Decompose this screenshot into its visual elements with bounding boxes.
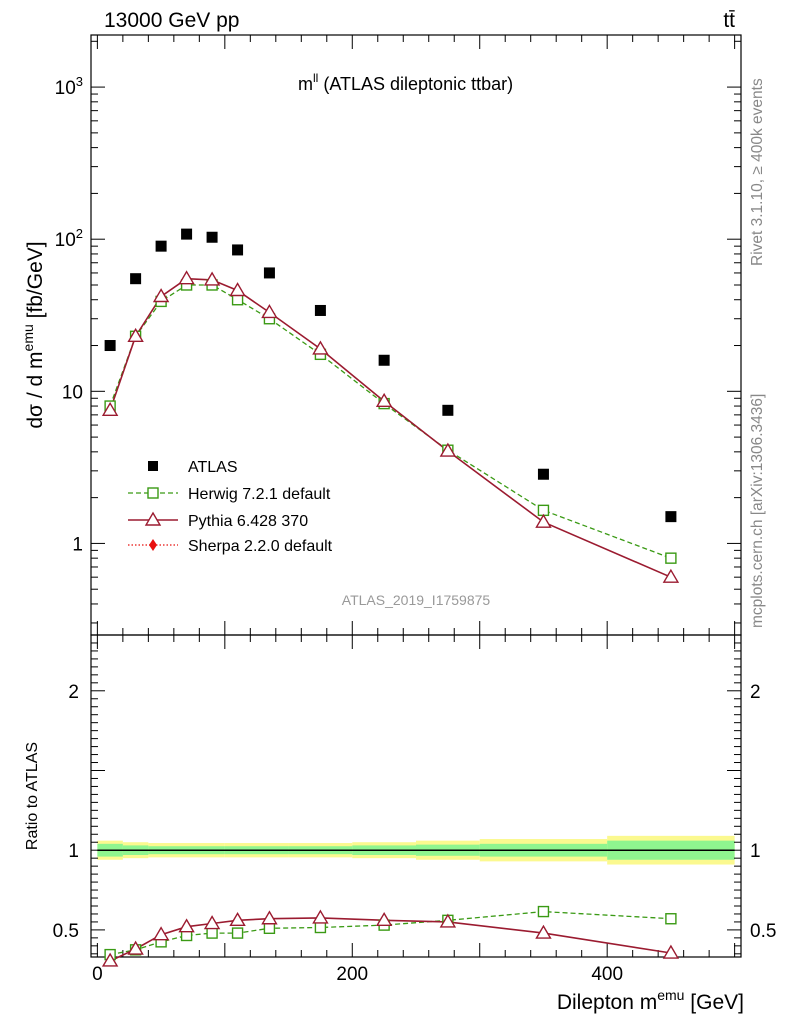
x-tick-label: 400 [591,964,623,985]
ratio-herwig-point [231,927,244,939]
ratio-pythia-point [229,911,246,927]
main-pythia-point [662,568,680,583]
main-y-tick-label: 102 [55,226,83,251]
main-atlas-point [665,511,677,523]
ratio-herwig-point [263,922,276,935]
ratio-pythia-point [662,944,680,959]
legend-atlas-marker [148,461,158,471]
x-tick-label: 200 [336,964,368,985]
ratio-pythia-point [261,910,278,925]
ratio-series-group [101,905,680,967]
main-atlas-point [206,231,218,243]
header-energy-label: 13000 GeV pp [104,9,239,32]
main-atlas-point [263,267,275,279]
main-pythia-point [375,392,393,407]
main-y-tick-label: 1 [72,534,83,555]
ratio-y-tick-label: 0.5 [53,921,79,942]
main-pythia-point [203,271,221,286]
legend-entry-atlas: ATLAS [148,459,238,476]
legend-entry-sherpa: Sherpa 2.2.0 default [128,538,333,555]
ratio-pythia-point [535,924,552,939]
main-pythia-point [152,288,170,303]
ratio-pythia-point [178,918,195,933]
main-pythia-point [101,401,119,417]
ratio-pythia-point [203,915,221,930]
main-pythia-point [261,304,278,319]
main-atlas-point [104,340,116,352]
ratio-y-tick-label: 1 [68,841,79,862]
legend-herwig-marker [147,487,159,499]
legend-atlas-label: ATLAS [188,459,238,476]
main-atlas-point [181,228,193,240]
ratio-pythia-point [439,913,457,928]
main-herwig-point [231,294,244,306]
main-atlas-point [442,404,454,416]
legend-herwig-label: Herwig 7.2.1 default [188,486,331,503]
ratio-y-tick-label-right: 1 [750,841,761,862]
main-pythia-point [312,340,329,355]
analysis-id-label: ATLAS_2019_I1759875 [342,592,491,608]
ratio-y-tick-label-right: 2 [750,682,761,703]
main-series-herwig-line [109,284,672,559]
x-axis-label: Dilepton memu [GeV] [557,987,744,1014]
x-tick-label: 0 [92,964,103,985]
main-y-tick-label: 10 [62,382,83,403]
ratio-y-axis-label: Ratio to ATLAS [24,742,41,850]
ratio-uncertainty-bands [97,835,735,865]
ratio-pythia-point [375,911,393,927]
ratio-y-tick-label-right: 0.5 [750,921,776,942]
axis-ticks: 1 10 102 103 0 200 400 0.5 0.5 1 1 2 2 [53,35,776,985]
ratio-herwig-point [665,913,677,925]
ratio-herwig-point [314,921,327,934]
plot-title: mll (ATLAS dileptonic ttbar) [298,71,513,94]
main-y-tick-label: 103 [55,74,83,99]
main-atlas-point [130,273,142,285]
main-atlas-point [155,240,167,252]
legend: ATLAS Herwig 7.2.1 default Pythia 6.428 … [128,459,333,555]
ratio-pythia-point [312,909,329,924]
ratio-pythia-point [101,952,119,967]
legend-entry-pythia: Pythia 6.428 370 [128,511,308,530]
header-process-label: tt̄ [723,9,735,32]
ratio-pythia-point [152,926,170,941]
main-pythia-point [535,513,552,528]
legend-pythia-marker [144,511,162,526]
legend-sherpa-label: Sherpa 2.2.0 default [188,538,333,555]
rivet-version-label: Rivet 3.1.10, ≥ 400k events [749,78,766,266]
main-atlas-point [378,354,390,366]
main-y-axis-label: dσ / d memu [fb/GeV] [20,241,47,428]
main-series-pythia-line [109,277,672,578]
ratio-pythia-point [127,940,144,955]
main-series-group [101,228,680,583]
legend-pythia-label: Pythia 6.428 370 [188,513,308,530]
main-herwig-point [665,552,677,564]
mcplots-label: mcplots.cern.ch [arXiv:1306.3436] [749,394,766,628]
main-pythia-point [178,270,195,285]
ratio-series-herwig-line [109,910,671,956]
ratio-panel-frame [90,634,742,958]
main-pythia-point [439,442,457,457]
main-atlas-point [314,304,326,316]
ratio-herwig-point [206,927,218,939]
main-pythia-point [127,327,144,342]
main-atlas-point [232,244,244,256]
main-pythia-point [229,282,246,297]
ratio-herwig-point [537,905,550,918]
legend-entry-herwig: Herwig 7.2.1 default [128,486,331,503]
legend-sherpa-marker [149,539,157,551]
ratio-y-tick-label: 2 [68,682,79,703]
main-atlas-point [537,468,549,480]
